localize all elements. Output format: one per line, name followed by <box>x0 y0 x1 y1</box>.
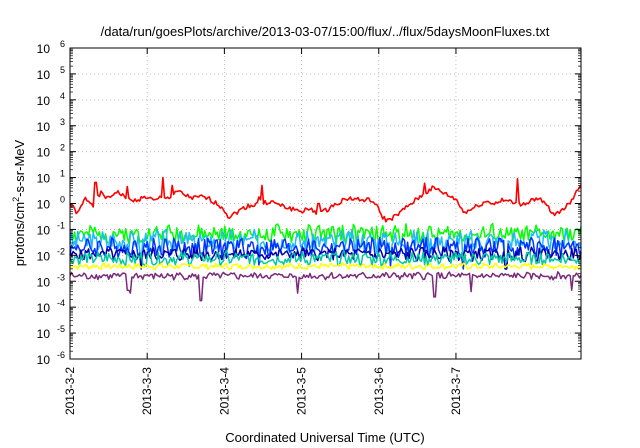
x-tick-label: 2013-3-4 <box>217 367 231 415</box>
y-tick-exponent: 1 <box>60 169 65 179</box>
x-tick-label: 2013-3-2 <box>63 367 77 415</box>
y-tick-label: 10 <box>37 94 51 108</box>
series-layer <box>69 176 582 302</box>
series-line-8 <box>69 271 582 302</box>
y-tick-exponent: -5 <box>57 324 65 334</box>
y-axis: 10 -610 -510 -410 -310 -210 -110 010 110 210 310 41… <box>37 39 581 367</box>
y-tick-label: 10 <box>37 68 51 82</box>
y-tick-exponent: -6 <box>57 350 65 360</box>
series-line-5 <box>69 246 582 270</box>
y-tick-label: 10 <box>37 146 51 160</box>
y-tick-label: 10 <box>37 42 51 56</box>
y-tick-exponent: 2 <box>60 143 65 153</box>
y-tick-exponent: 5 <box>60 65 65 75</box>
x-tick-label: 2013-3-7 <box>449 367 463 415</box>
y-tick-exponent: 0 <box>60 195 65 205</box>
x-axis: 2013-3-2 2013-3-3 2013-3-4 2013-3-5 2013-3-6… <box>63 48 463 415</box>
y-tick-exponent: -4 <box>57 298 65 308</box>
y-tick-exponent: -2 <box>57 246 65 256</box>
chart-title: /data/run/goesPlots/archive/2013-03-07/1… <box>101 24 550 39</box>
y-tick-label: 10 <box>37 353 51 367</box>
y-tick-label: 10 <box>37 249 51 263</box>
y-tick-label: 10 <box>37 120 51 134</box>
series-line-6 <box>69 249 582 268</box>
x-tick-label: 2013-3-3 <box>140 367 154 415</box>
y-tick-label: 10 <box>37 172 51 186</box>
y-tick-exponent: -1 <box>57 220 65 230</box>
y-tick-label: 10 <box>37 198 51 212</box>
x-axis-label: Coordinated Universal Time (UTC) <box>225 430 424 445</box>
y-tick-label: 10 <box>37 327 51 341</box>
x-tick-label: 2013-3-6 <box>372 367 386 415</box>
series-line-7 <box>69 262 582 271</box>
series-line-4 <box>69 236 582 270</box>
y-tick-label: 10 <box>37 223 51 237</box>
y-tick-exponent: 4 <box>60 91 65 101</box>
grid <box>70 48 581 359</box>
y-tick-exponent: 3 <box>60 117 65 127</box>
y-tick-exponent: -3 <box>57 272 65 282</box>
y-axis-label: protons/cm2-s-sr-MeV <box>11 139 27 266</box>
series-line-1 <box>69 176 582 223</box>
y-tick-label: 10 <box>37 275 51 289</box>
y-tick-exponent: 6 <box>60 39 65 49</box>
x-tick-label: 2013-3-5 <box>295 367 309 415</box>
y-tick-label: 10 <box>37 301 51 315</box>
